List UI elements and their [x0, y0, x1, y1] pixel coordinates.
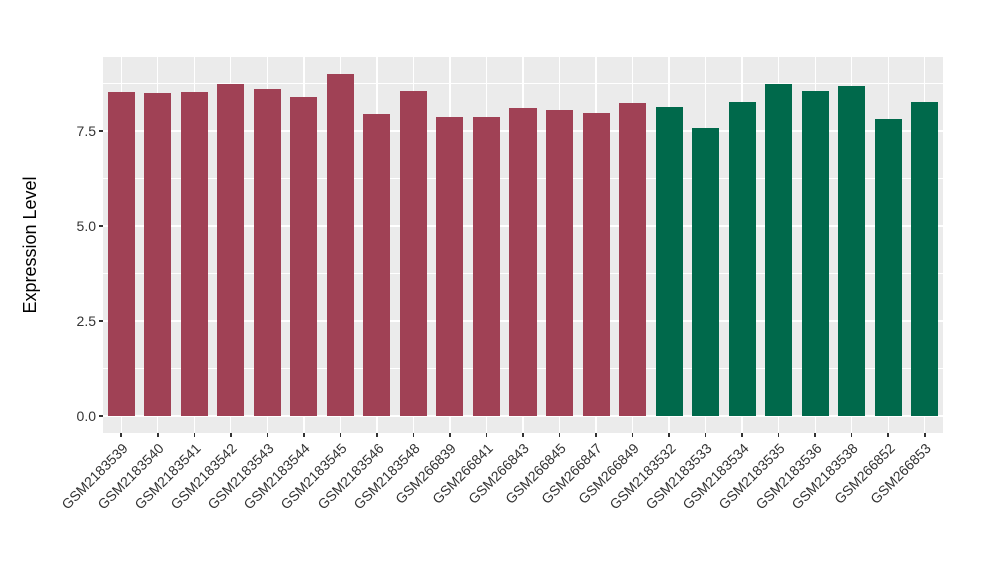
- x-tick-mark: [230, 433, 232, 437]
- y-tick-label: 0.0: [76, 407, 96, 424]
- y-tick-label: 2.5: [76, 312, 96, 329]
- y-tick-mark: [99, 130, 103, 132]
- bar-GSM2183534: [728, 102, 756, 416]
- y-tick-mark: [99, 415, 103, 417]
- bar-GSM266845: [546, 110, 574, 416]
- plot-panel: [103, 57, 943, 433]
- bar-GSM2183532: [655, 106, 683, 416]
- x-tick-mark: [412, 433, 415, 437]
- bar-GSM2183541: [180, 91, 208, 416]
- x-tick-mark: [339, 433, 342, 437]
- bar-GSM2183538: [838, 85, 866, 416]
- bar-GSM2183542: [217, 83, 245, 416]
- x-tick-mark: [923, 433, 926, 437]
- bar-GSM2183535: [765, 83, 793, 416]
- bar-GSM266843: [509, 107, 537, 416]
- bar-GSM2183548: [399, 90, 427, 416]
- x-tick-mark: [741, 433, 743, 437]
- x-tick-mark: [266, 433, 269, 437]
- x-tick-mark: [595, 433, 597, 437]
- x-tick-mark: [156, 433, 159, 437]
- x-tick-mark: [193, 433, 196, 437]
- bar-GSM2183546: [363, 113, 391, 416]
- bar-GSM266852: [874, 118, 902, 416]
- bar-GSM266853: [911, 102, 939, 416]
- bar-GSM2183545: [326, 74, 354, 416]
- x-tick-mark: [850, 433, 853, 437]
- x-tick-mark: [303, 433, 305, 437]
- x-tick-mark: [485, 433, 488, 437]
- x-tick-mark: [814, 433, 816, 437]
- x-tick-mark: [376, 433, 378, 437]
- x-tick-mark: [887, 433, 889, 437]
- bar-GSM2183543: [253, 88, 281, 416]
- x-tick-mark: [449, 433, 451, 437]
- bar-GSM266841: [472, 117, 500, 416]
- x-tick-mark: [704, 433, 707, 437]
- y-tick-mark: [99, 225, 103, 227]
- x-tick-mark: [668, 433, 670, 437]
- bar-GSM266839: [436, 117, 464, 416]
- bar-GSM2183536: [801, 91, 829, 416]
- y-tick-label: 7.5: [76, 123, 96, 140]
- y-tick-label: 5.0: [76, 218, 96, 234]
- x-tick-mark: [777, 433, 780, 437]
- y-axis-title: Expression Level: [20, 176, 40, 314]
- bar-GSM2183533: [692, 128, 720, 416]
- bar-GSM2183539: [107, 92, 135, 416]
- bar-GSM266847: [582, 112, 610, 416]
- bar-GSM266849: [619, 102, 647, 416]
- y-tick-mark: [99, 320, 103, 322]
- x-tick-mark: [120, 433, 123, 437]
- bar-GSM2183544: [290, 96, 318, 416]
- bar-GSM2183540: [144, 93, 172, 416]
- x-tick-mark: [631, 433, 634, 437]
- x-tick-mark: [558, 433, 561, 437]
- x-tick-mark: [522, 433, 524, 437]
